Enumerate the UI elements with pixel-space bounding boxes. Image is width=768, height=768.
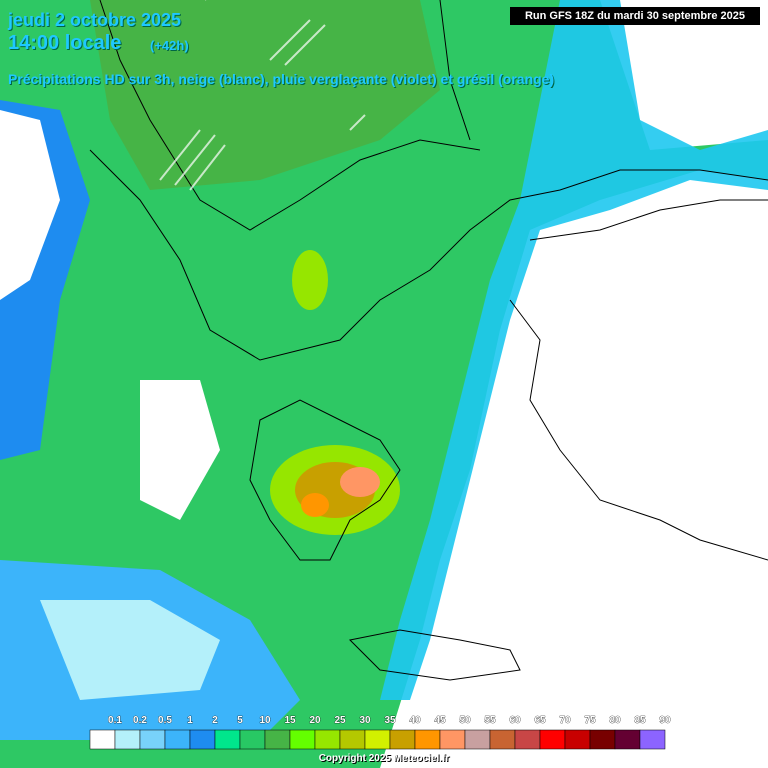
legend-swatch xyxy=(264,729,291,750)
subtitle: Précipitations HD sur 3h, neige (blanc),… xyxy=(8,71,555,87)
legend-swatch xyxy=(89,729,116,750)
legend-label: 35 xyxy=(384,715,396,726)
moderate-precip xyxy=(292,250,328,310)
legend-swatch xyxy=(139,729,166,750)
legend-swatch xyxy=(514,729,541,750)
legend-swatch xyxy=(339,729,366,750)
legend-swatch xyxy=(489,729,516,750)
time: 14:00 locale xyxy=(8,32,122,54)
legend-label: 90 xyxy=(659,715,671,726)
moderate-precip xyxy=(90,0,440,190)
legend-label: 60 xyxy=(509,715,521,726)
legend-swatch xyxy=(439,729,466,750)
legend-swatch xyxy=(364,729,391,750)
legend-label: 50 xyxy=(459,715,471,726)
legend-swatch xyxy=(414,729,441,750)
legend: 0.1 0.2 0.5 1 2 5 10 15 20 25 30 35 40 45 50 55 60 65 70 75… xyxy=(89,715,671,750)
dry-area xyxy=(140,380,220,520)
legend-label: 1 xyxy=(187,715,193,726)
legend-swatch xyxy=(289,729,316,750)
legend-label: 0.5 xyxy=(158,715,172,726)
legend-label: 70 xyxy=(559,715,571,726)
legend-label: 40 xyxy=(409,715,421,726)
legend-swatch xyxy=(539,729,566,750)
dry-area xyxy=(0,110,60,300)
heavy-precip xyxy=(340,467,380,497)
legend-label: 30 xyxy=(359,715,371,726)
legend-swatch xyxy=(164,729,191,750)
lead-time: (+42h) xyxy=(150,38,189,53)
legend-label: 75 xyxy=(584,715,596,726)
coastlines xyxy=(89,0,768,681)
legend-label: 65 xyxy=(534,715,546,726)
legend-swatch xyxy=(614,729,641,750)
legend-swatch xyxy=(639,729,666,750)
light-precip xyxy=(380,0,768,700)
legend-swatch xyxy=(189,729,216,750)
legend-swatch xyxy=(114,729,141,750)
legend-swatch xyxy=(239,729,266,750)
legend-swatch xyxy=(589,729,616,750)
legend-label: 0.2 xyxy=(133,715,147,726)
run-info: Run GFS 18Z du mardi 30 septembre 2025 xyxy=(510,7,760,25)
legend-label: 55 xyxy=(484,715,496,726)
legend-swatch xyxy=(314,729,341,750)
legend-label: 15 xyxy=(284,715,296,726)
legend-swatch xyxy=(389,729,416,750)
dry-area xyxy=(380,0,768,768)
legend-swatch xyxy=(464,729,491,750)
legend-label: 80 xyxy=(609,715,621,726)
legend-label: 2 xyxy=(212,715,218,726)
legend-swatch xyxy=(564,729,591,750)
legend-label: 45 xyxy=(434,715,446,726)
legend-label: 10 xyxy=(259,715,271,726)
snow-hatch xyxy=(159,0,366,191)
legend-label: 25 xyxy=(334,715,346,726)
legend-label: 20 xyxy=(309,715,321,726)
legend-label: 85 xyxy=(634,715,646,726)
light-precip xyxy=(40,600,220,700)
legend-swatch xyxy=(214,729,241,750)
date: jeudi 2 octobre 2025 xyxy=(8,10,182,30)
heavy-precip xyxy=(301,493,329,517)
copyright: Copyright 2025 Meteociel.fr xyxy=(318,753,450,764)
legend-label: 5 xyxy=(237,715,243,726)
legend-label: 0.1 xyxy=(108,715,122,726)
